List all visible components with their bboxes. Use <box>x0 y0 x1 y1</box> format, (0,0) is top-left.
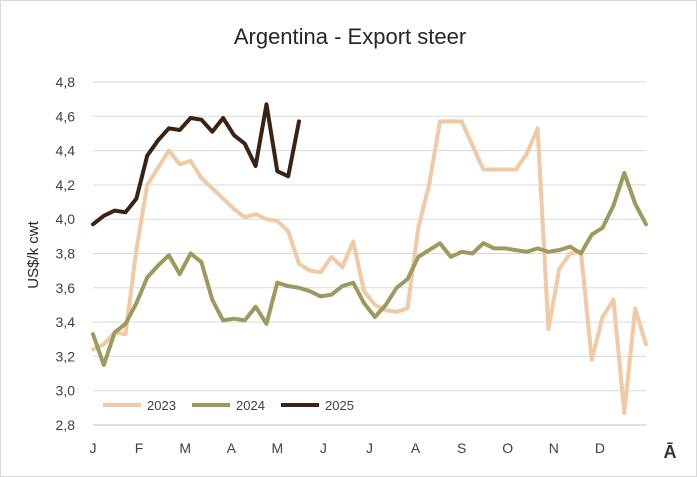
x-tick-label: D <box>595 440 605 456</box>
legend-label-2023: 2023 <box>147 398 176 413</box>
series-line-2025 <box>91 102 301 227</box>
y-tick-label: 3,6 <box>56 280 76 296</box>
y-tick-label: 4,0 <box>56 211 76 227</box>
x-tick-label: J <box>366 440 373 456</box>
y-tick-label: 3,2 <box>56 348 76 364</box>
y-tick-labels: 2,8 3,0 3,2 3,4 3,6 3,8 4,0 4,2 4,4 4,6 4,8 <box>56 74 76 433</box>
x-tick-label: J <box>90 440 97 456</box>
y-tick-label: 4,2 <box>56 177 76 193</box>
legend: 2023 2024 2025 <box>103 398 354 413</box>
legend-label-2024: 2024 <box>236 398 265 413</box>
series-line-2023 <box>91 119 648 415</box>
legend-label-2025: 2025 <box>325 398 354 413</box>
y-tick-label: 4,6 <box>56 108 76 124</box>
x-tick-label: F <box>135 440 144 456</box>
x-tick-label: N <box>549 440 559 456</box>
x-tick-label: S <box>457 440 466 456</box>
series-line-2024 <box>91 170 648 367</box>
x-tick-label: O <box>502 440 513 456</box>
series-lines <box>91 102 648 415</box>
y-tick-label: 3,8 <box>56 246 76 262</box>
y-tick-label: 4,8 <box>56 74 76 90</box>
x-tick-label: J <box>320 440 327 456</box>
y-tick-label: 2,8 <box>56 417 76 433</box>
y-axis-label: US$/k cwt <box>25 220 42 288</box>
gridlines <box>93 81 646 426</box>
brand-logo: Ā <box>664 442 677 462</box>
x-tick-label: M <box>179 440 191 456</box>
chart-title: Argentina - Export steer <box>234 24 466 49</box>
y-tick-label: 4,4 <box>56 143 76 159</box>
y-tick-label: 3,4 <box>56 314 76 330</box>
x-tick-label: A <box>411 440 421 456</box>
x-tick-label: A <box>227 440 237 456</box>
y-tick-label: 3,0 <box>56 383 76 399</box>
x-tick-label: M <box>271 440 283 456</box>
